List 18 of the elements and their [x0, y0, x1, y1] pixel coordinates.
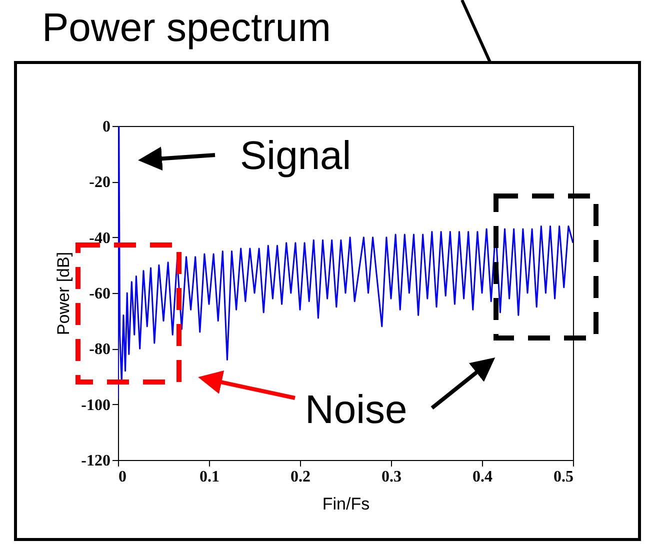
annotation: Noise — [305, 388, 408, 432]
y-tick-label: -20 — [89, 174, 110, 192]
y-tick-label: -120 — [81, 452, 110, 470]
x-tick-label: 0.4 — [472, 468, 492, 486]
x-tick-label: 0.5 — [554, 468, 574, 486]
y-tick-label: -80 — [89, 341, 110, 358]
x-tick-label: 0.2 — [290, 468, 310, 486]
x-tick-label: 0.1 — [200, 468, 220, 486]
chart-title: Power spectrum — [42, 6, 331, 50]
y-tick-label: -40 — [89, 230, 110, 247]
x-tick-label: 0.3 — [382, 468, 402, 486]
y-tick-label: 0 — [102, 118, 110, 136]
y-tick-label: -100 — [81, 396, 110, 414]
x-axis-title: Fin/Fs — [322, 494, 370, 514]
y-axis-title: Power [dB] — [54, 252, 74, 336]
y-tick-label: -60 — [89, 286, 110, 302]
x-tick-label: 0 — [118, 468, 126, 486]
annotation: Signal — [240, 134, 352, 178]
